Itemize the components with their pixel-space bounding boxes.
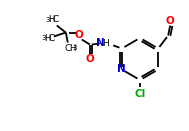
Text: H: H xyxy=(44,34,50,43)
Text: Cl: Cl xyxy=(134,89,146,99)
Text: O: O xyxy=(166,17,175,26)
Text: C: C xyxy=(65,44,71,53)
Text: 3: 3 xyxy=(42,36,46,42)
Text: H: H xyxy=(69,44,75,53)
Text: H: H xyxy=(102,39,109,48)
Text: 3: 3 xyxy=(73,45,77,51)
Text: H: H xyxy=(48,15,54,24)
Text: N: N xyxy=(117,64,126,75)
Text: C: C xyxy=(53,15,59,24)
Text: O: O xyxy=(74,29,83,40)
Text: C: C xyxy=(49,34,55,43)
Text: 3: 3 xyxy=(46,17,50,23)
Text: N: N xyxy=(96,37,105,48)
Text: O: O xyxy=(85,53,94,64)
